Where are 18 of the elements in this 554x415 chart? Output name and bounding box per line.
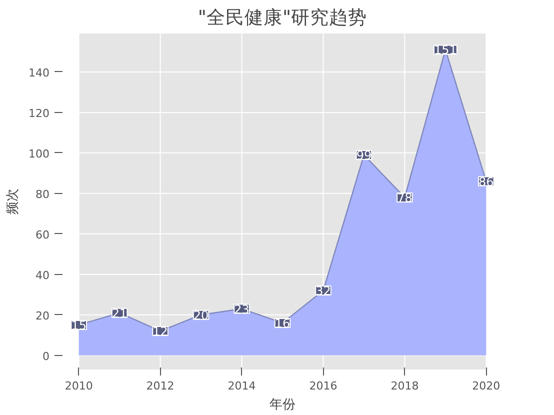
y-tick-label: 120 (28, 106, 50, 120)
y-tick-label: 40 (36, 268, 50, 282)
data-label: 151 (434, 43, 457, 58)
chart-title: "全民健康"研究趋势 (198, 6, 368, 28)
x-axis-title: 年份 (270, 398, 296, 412)
x-tick-label: 2012 (146, 380, 174, 392)
y-tick-label: 60 (36, 228, 50, 242)
y-axis-title: 频次 (6, 188, 21, 214)
x-tick-label: 2018 (390, 380, 419, 392)
y-tick-label: 80 (36, 188, 50, 201)
y-tick-label: 20 (36, 309, 50, 322)
x-tick-label: 2020 (472, 380, 500, 392)
x-tick-label: 2016 (309, 380, 338, 392)
y-tick-label: 100 (28, 147, 50, 160)
y-tick-label: 0 (42, 350, 50, 363)
x-tick-label: 2014 (228, 380, 256, 392)
x-tick-label: 2010 (64, 380, 93, 392)
y-tick-label: 140 (28, 66, 50, 80)
